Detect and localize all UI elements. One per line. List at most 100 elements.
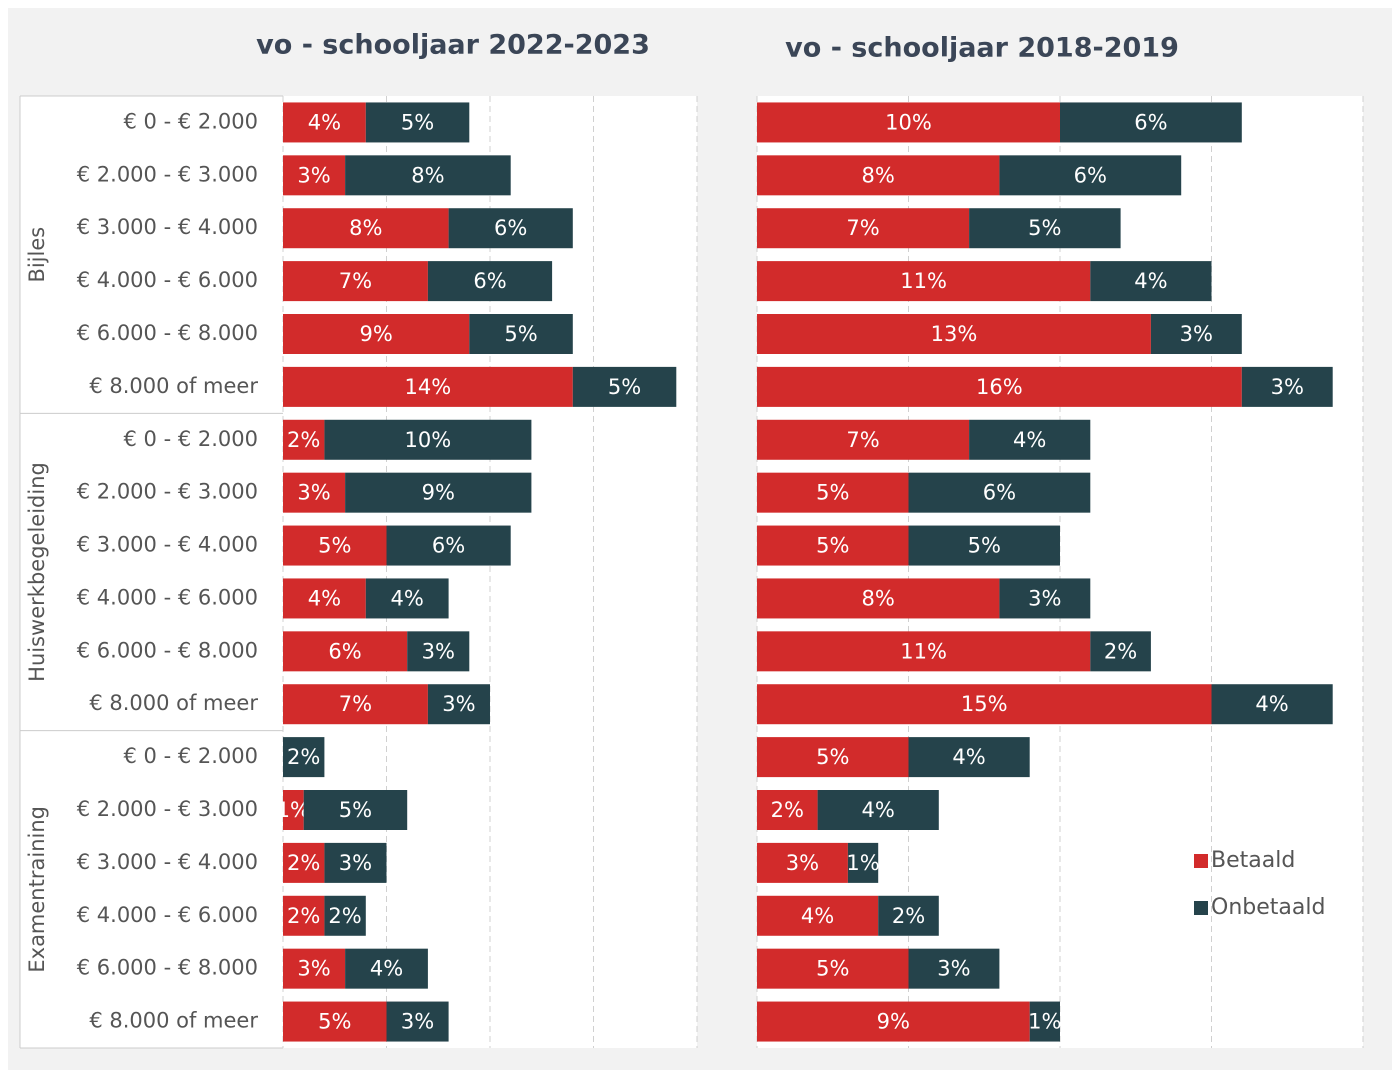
data-label: 6% xyxy=(1134,110,1167,134)
group-label: Huiswerkbegeleiding xyxy=(25,462,49,682)
bar-segment xyxy=(817,790,939,830)
data-label: 5% xyxy=(816,957,849,981)
data-label: 2% xyxy=(1104,639,1137,663)
data-label: 3% xyxy=(937,957,970,981)
bar-segment xyxy=(878,895,939,936)
bar-segment xyxy=(386,1001,449,1042)
bar-segment xyxy=(757,419,970,460)
data-label: 4% xyxy=(308,110,341,134)
group-label: Bijles xyxy=(25,227,49,283)
bar-segment xyxy=(283,102,366,143)
bar-segment xyxy=(407,631,470,672)
data-label: 4% xyxy=(952,745,985,769)
data-label: 6% xyxy=(1074,163,1107,187)
bar-segment xyxy=(283,155,346,196)
bar-segment xyxy=(757,525,909,566)
bar-segment xyxy=(757,472,909,513)
y-tick-label: € 2.000 - € 3.000 xyxy=(77,480,258,504)
bar-segment xyxy=(999,578,1091,619)
bar-segment xyxy=(757,790,818,830)
data-label: 6% xyxy=(432,534,465,558)
y-tick-label: € 8.000 of meer xyxy=(89,1009,258,1033)
bar-segment xyxy=(908,737,1030,778)
bar-segment xyxy=(1090,261,1212,302)
data-label: 2% xyxy=(328,904,361,928)
bar-segment xyxy=(283,895,325,936)
y-tick-label: € 4.000 - € 6.000 xyxy=(77,268,258,292)
bar-segment xyxy=(283,366,573,407)
data-label: 9% xyxy=(422,481,455,505)
y-tick-label: € 3.000 - € 4.000 xyxy=(77,215,258,239)
bar-segment xyxy=(757,1001,1030,1042)
bar-segment xyxy=(365,102,470,143)
y-tick-label: € 3.000 - € 4.000 xyxy=(77,533,258,557)
bar-segment xyxy=(324,842,387,883)
data-label: 6% xyxy=(473,269,506,293)
legend-swatch xyxy=(1194,901,1208,915)
data-label: 10% xyxy=(405,428,452,452)
y-tick-label: € 0 - € 2.000 xyxy=(124,109,258,133)
bar-segment xyxy=(365,578,449,619)
bar-segment xyxy=(757,261,1091,302)
data-label: 1% xyxy=(846,851,879,875)
legend-label: Betaald xyxy=(1211,848,1295,873)
data-label: 5% xyxy=(504,322,537,346)
data-label: 16% xyxy=(976,375,1023,399)
data-label: 1% xyxy=(1028,1010,1061,1034)
data-label: 3% xyxy=(786,851,819,875)
bar-segment xyxy=(757,842,848,883)
bar-segment xyxy=(283,419,325,460)
bar-segment xyxy=(969,208,1121,249)
bar-segment xyxy=(324,419,532,460)
data-label: 15% xyxy=(961,692,1008,716)
data-label: 3% xyxy=(1271,375,1304,399)
data-label: 3% xyxy=(297,481,330,505)
bar-segment xyxy=(757,314,1151,354)
data-label: 11% xyxy=(900,269,947,293)
bar-segment xyxy=(283,790,304,830)
bar-segment xyxy=(757,895,879,936)
y-tick-label: € 6.000 - € 8.000 xyxy=(77,321,258,345)
data-label: 7% xyxy=(339,269,372,293)
y-tick-label: € 8.000 of meer xyxy=(89,691,258,715)
bar-segment xyxy=(283,631,408,672)
data-label: 5% xyxy=(318,1010,351,1034)
data-label: 5% xyxy=(816,534,849,558)
data-label: 2% xyxy=(287,851,320,875)
y-tick-label: € 8.000 of meer xyxy=(89,374,258,398)
data-label: 3% xyxy=(401,1010,434,1034)
data-label: 7% xyxy=(339,692,372,716)
data-label: 9% xyxy=(359,322,392,346)
data-label: 4% xyxy=(801,904,834,928)
y-tick-label: € 6.000 - € 8.000 xyxy=(77,638,258,662)
data-label: 5% xyxy=(968,534,1001,558)
bar-segment xyxy=(1241,366,1333,407)
bar-segment xyxy=(757,737,909,778)
bar-segment xyxy=(757,578,1000,619)
bar-segment xyxy=(283,1001,387,1042)
y-tick-label: € 2.000 - € 3.000 xyxy=(77,797,258,821)
data-label: 8% xyxy=(862,586,895,610)
bar-segment xyxy=(427,261,553,302)
bar-segment xyxy=(324,895,366,936)
data-label: 7% xyxy=(846,216,879,240)
bar-segment xyxy=(345,155,511,196)
bar-segment xyxy=(386,525,511,566)
bar-segment xyxy=(427,684,490,725)
data-label: 8% xyxy=(862,163,895,187)
data-label: 4% xyxy=(391,586,424,610)
data-label: 9% xyxy=(877,1010,910,1034)
bar-segment xyxy=(283,314,470,354)
chart-title: vo - schooljaar 2018-2019 xyxy=(785,33,1179,64)
data-label: 11% xyxy=(900,639,947,663)
data-label: 2% xyxy=(287,745,320,769)
data-label: 3% xyxy=(1180,322,1213,346)
data-label: 3% xyxy=(339,851,372,875)
data-label: 10% xyxy=(885,110,932,134)
bar-segment xyxy=(283,684,428,725)
data-label: 7% xyxy=(846,428,879,452)
bar-segment xyxy=(757,948,909,989)
bar-segment xyxy=(847,842,879,883)
data-label: 14% xyxy=(405,375,452,399)
